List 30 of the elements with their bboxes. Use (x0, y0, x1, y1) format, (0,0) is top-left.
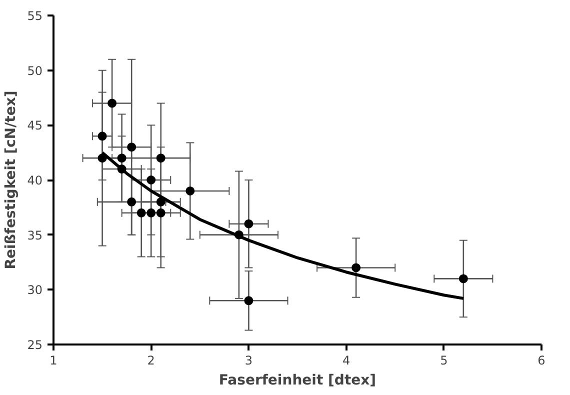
x-tick-label: 5 (440, 354, 448, 368)
y-tick-label: 55 (27, 9, 43, 23)
point (98, 132, 107, 141)
point (136, 208, 146, 218)
x-tick-label: 1 (50, 354, 58, 368)
x-tick-label: 3 (244, 354, 253, 368)
y-tick-label: 25 (27, 338, 43, 352)
point (244, 219, 254, 228)
point (156, 154, 166, 163)
y-tick-label: 35 (27, 228, 43, 242)
point (458, 274, 468, 284)
x-tick-label: 2 (147, 354, 155, 368)
point (117, 154, 126, 163)
point (186, 186, 195, 196)
point (146, 176, 156, 184)
point (127, 197, 136, 206)
x-tick-label: 4 (342, 354, 350, 368)
y-axis-title: Reißfestigkeit [cN/tex] (3, 90, 20, 270)
x-axis-title: Faserfeinheit [dtex] (218, 372, 376, 388)
point (108, 98, 117, 108)
y-tick-label: 30 (27, 283, 43, 298)
y-tick-label: 40 (27, 174, 43, 188)
y-tick-label: 45 (27, 118, 43, 133)
point (244, 296, 254, 306)
y-tick-label: 50 (27, 64, 43, 78)
point (127, 142, 136, 152)
point (156, 208, 166, 218)
point (352, 263, 361, 272)
x-tick-label: 6 (538, 354, 546, 368)
point (146, 208, 156, 218)
